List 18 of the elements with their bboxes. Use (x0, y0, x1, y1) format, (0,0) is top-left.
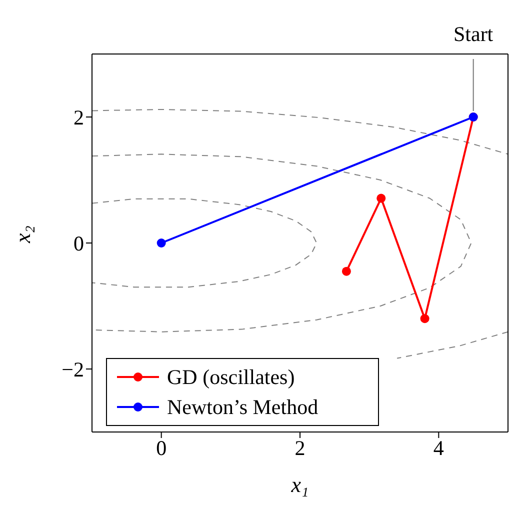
legend-label: Newton’s Method (167, 394, 318, 421)
x-tick-label: 0 (156, 436, 167, 460)
point (376, 194, 386, 203)
y-axis-title: x₂ (10, 225, 35, 244)
x-axis-title: x₁ (290, 472, 309, 497)
point (156, 238, 166, 248)
y-tick-label: 2 (74, 105, 84, 130)
x-tick-label: 4 (433, 436, 444, 460)
annotation: Start (453, 22, 494, 46)
y-tick-label: −2 (62, 357, 84, 382)
y-tick-label: 0 (74, 231, 84, 256)
point (342, 266, 351, 276)
line-series (92, 198, 318, 288)
legend-label: GD (oscillates) (167, 364, 295, 391)
line-series (92, 154, 472, 332)
point (420, 314, 430, 324)
x-tick-label: 2 (294, 436, 306, 460)
line-series (92, 108, 508, 155)
